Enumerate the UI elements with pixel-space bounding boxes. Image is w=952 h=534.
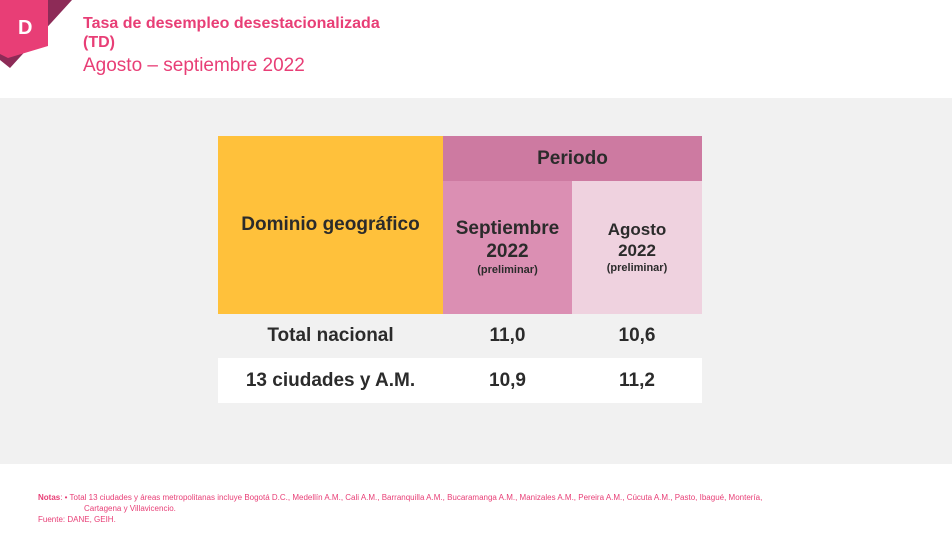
column-header-august: Agosto 2022 (preliminar) [572, 181, 702, 314]
page-title: Tasa de desempleo desestacionalizada (TD… [83, 14, 380, 52]
page-subtitle: Agosto – septiembre 2022 [83, 55, 305, 76]
row-label: Total nacional [218, 314, 443, 358]
column-note: (preliminar) [477, 264, 538, 276]
table-row: 13 ciudades y A.M. 10,9 11,2 [218, 358, 702, 403]
column-header-september: Septiembre 2022 (preliminar) [443, 181, 572, 314]
value-cell: 11,2 [572, 358, 702, 403]
notes-text: : • Total 13 ciudades y áreas metropolit… [60, 493, 763, 502]
column-year: 2022 [486, 241, 529, 262]
value-cell: 10,6 [572, 314, 702, 358]
notes-label: Notas [38, 493, 61, 502]
period-header: Periodo [443, 136, 702, 181]
unemployment-table: Dominio geográfico Periodo Septiembre 20… [218, 136, 702, 403]
dane-logo: D [0, 0, 72, 68]
title-line-1: Tasa de desempleo desestacionalizada [83, 15, 380, 32]
notes-line: Notas: • Total 13 ciudades y áreas metro… [38, 492, 918, 503]
table-row: Total nacional 11,0 10,6 [218, 314, 702, 358]
column-note: (preliminar) [606, 262, 668, 274]
column-year: 2022 [618, 241, 656, 260]
page-header: Tasa de desempleo desestacionalizada (TD… [83, 14, 380, 78]
source-text: Fuente: DANE, GEIH. [38, 515, 116, 524]
value-cell: 11,0 [443, 314, 572, 358]
domain-header: Dominio geográfico [218, 136, 443, 314]
logo-letter: D [18, 17, 32, 39]
footer-notes: Notas: • Total 13 ciudades y áreas metro… [38, 492, 918, 525]
title-line-2: (TD) [83, 34, 115, 51]
value-cell: 10,9 [443, 358, 572, 403]
column-month: Septiembre [455, 218, 560, 239]
column-month: Agosto [607, 220, 667, 239]
notes-continuation: Cartagena y Villavicencio. [84, 504, 176, 513]
row-label: 13 ciudades y A.M. [218, 358, 443, 403]
